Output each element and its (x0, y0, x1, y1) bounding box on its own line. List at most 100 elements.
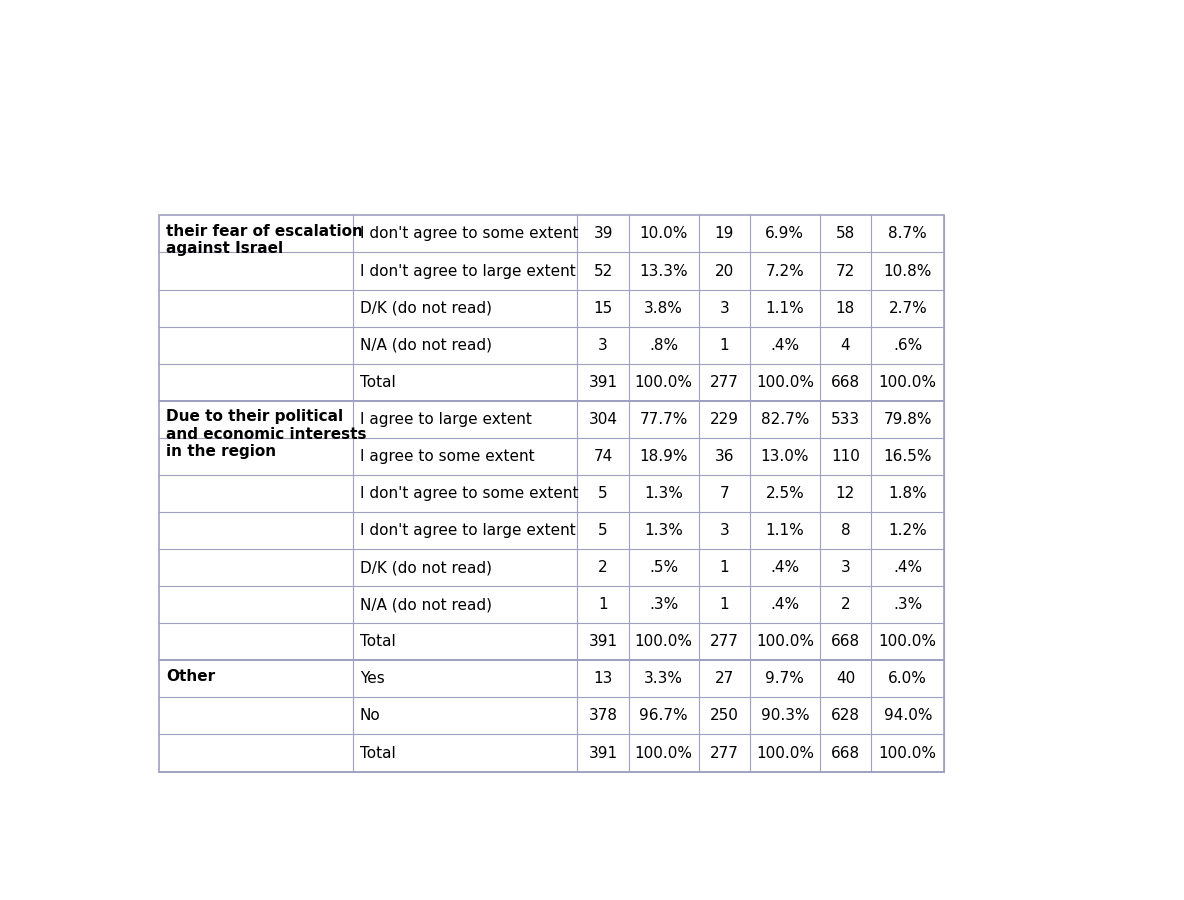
Text: 6.0%: 6.0% (888, 671, 927, 687)
Text: 250: 250 (710, 708, 739, 724)
Text: 90.3%: 90.3% (760, 708, 809, 724)
Text: 1: 1 (598, 598, 607, 612)
Text: D/K (do not read): D/K (do not read) (360, 560, 493, 575)
Text: N/A (do not read): N/A (do not read) (360, 598, 493, 612)
Text: I don't agree to large extent: I don't agree to large extent (360, 264, 575, 278)
Text: 13.3%: 13.3% (639, 264, 688, 278)
Text: 40: 40 (836, 671, 855, 687)
Text: 74: 74 (593, 449, 613, 464)
Text: 100.0%: 100.0% (879, 634, 937, 649)
Text: 3: 3 (720, 301, 729, 316)
Text: 7.2%: 7.2% (765, 264, 804, 278)
Text: 3.8%: 3.8% (644, 301, 683, 316)
Text: 229: 229 (709, 412, 739, 427)
Text: 533: 533 (831, 412, 860, 427)
Text: 7: 7 (720, 486, 729, 501)
Text: .6%: .6% (893, 338, 922, 353)
Text: 100.0%: 100.0% (755, 745, 813, 760)
Text: 2: 2 (598, 560, 607, 575)
Text: 1: 1 (720, 338, 729, 353)
Text: .5%: .5% (649, 560, 678, 575)
Text: 6.9%: 6.9% (765, 227, 804, 241)
Text: 668: 668 (831, 745, 860, 760)
Text: 94.0%: 94.0% (883, 708, 932, 724)
Text: I agree to large extent: I agree to large extent (360, 412, 532, 427)
Text: 10.0%: 10.0% (639, 227, 688, 241)
Text: 1: 1 (720, 598, 729, 612)
Text: .4%: .4% (893, 560, 922, 575)
Text: 77.7%: 77.7% (639, 412, 688, 427)
Text: 36: 36 (714, 449, 734, 464)
Text: 1.2%: 1.2% (888, 523, 927, 538)
Text: 100.0%: 100.0% (635, 634, 693, 649)
Bar (159, 215, 945, 771)
Text: 277: 277 (710, 374, 739, 390)
Text: 100.0%: 100.0% (879, 745, 937, 760)
Text: 668: 668 (831, 374, 860, 390)
Text: 1.8%: 1.8% (888, 486, 927, 501)
Text: I don't agree to some extent: I don't agree to some extent (360, 486, 579, 501)
Text: 19: 19 (715, 227, 734, 241)
Text: 79.8%: 79.8% (883, 412, 932, 427)
Text: 5: 5 (598, 486, 607, 501)
Text: 100.0%: 100.0% (755, 634, 813, 649)
Text: 8.7%: 8.7% (888, 227, 927, 241)
Text: Total: Total (360, 634, 395, 649)
Text: 10.8%: 10.8% (883, 264, 932, 278)
Text: 100.0%: 100.0% (635, 374, 693, 390)
Text: .4%: .4% (771, 598, 799, 612)
Text: 2.7%: 2.7% (888, 301, 927, 316)
Text: 15: 15 (593, 301, 613, 316)
Text: 9.7%: 9.7% (765, 671, 804, 687)
Text: 13: 13 (593, 671, 613, 687)
Text: 304: 304 (588, 412, 618, 427)
Text: .4%: .4% (771, 338, 799, 353)
Text: 2.5%: 2.5% (765, 486, 804, 501)
Text: 3: 3 (841, 560, 850, 575)
Text: 13.0%: 13.0% (760, 449, 809, 464)
Text: 52: 52 (593, 264, 613, 278)
Text: 277: 277 (710, 634, 739, 649)
Text: 3.3%: 3.3% (644, 671, 683, 687)
Text: 27: 27 (715, 671, 734, 687)
Text: 82.7%: 82.7% (760, 412, 809, 427)
Text: 628: 628 (831, 708, 860, 724)
Text: 18: 18 (836, 301, 855, 316)
Text: 72: 72 (836, 264, 855, 278)
Text: 3: 3 (720, 523, 729, 538)
Text: .8%: .8% (649, 338, 678, 353)
Text: Yes: Yes (360, 671, 385, 687)
Text: 1: 1 (720, 560, 729, 575)
Text: I don't agree to large extent: I don't agree to large extent (360, 523, 575, 538)
Text: I agree to some extent: I agree to some extent (360, 449, 535, 464)
Text: 100.0%: 100.0% (755, 374, 813, 390)
Text: 391: 391 (588, 634, 618, 649)
Text: 5: 5 (598, 523, 607, 538)
Text: .3%: .3% (649, 598, 678, 612)
Text: 20: 20 (715, 264, 734, 278)
Text: 100.0%: 100.0% (879, 374, 937, 390)
Text: 39: 39 (593, 227, 613, 241)
Text: D/K (do not read): D/K (do not read) (360, 301, 493, 316)
Text: 12: 12 (836, 486, 855, 501)
Text: 1.1%: 1.1% (765, 301, 804, 316)
Text: 4: 4 (841, 338, 850, 353)
Text: their fear of escalation
against Israel: their fear of escalation against Israel (166, 224, 363, 256)
Text: 277: 277 (710, 745, 739, 760)
Text: I don't agree to some extent: I don't agree to some extent (360, 227, 579, 241)
Text: 110: 110 (831, 449, 860, 464)
Text: 100.0%: 100.0% (635, 745, 693, 760)
Text: No: No (360, 708, 381, 724)
Text: 378: 378 (588, 708, 618, 724)
Text: .4%: .4% (771, 560, 799, 575)
Text: 18.9%: 18.9% (639, 449, 688, 464)
Text: Other: Other (166, 669, 215, 684)
Text: 668: 668 (831, 634, 860, 649)
Text: 8: 8 (841, 523, 850, 538)
Text: 3: 3 (598, 338, 609, 353)
Text: 391: 391 (588, 374, 618, 390)
Text: .3%: .3% (893, 598, 922, 612)
Text: Total: Total (360, 745, 395, 760)
Text: 1.1%: 1.1% (765, 523, 804, 538)
Text: 2: 2 (841, 598, 850, 612)
